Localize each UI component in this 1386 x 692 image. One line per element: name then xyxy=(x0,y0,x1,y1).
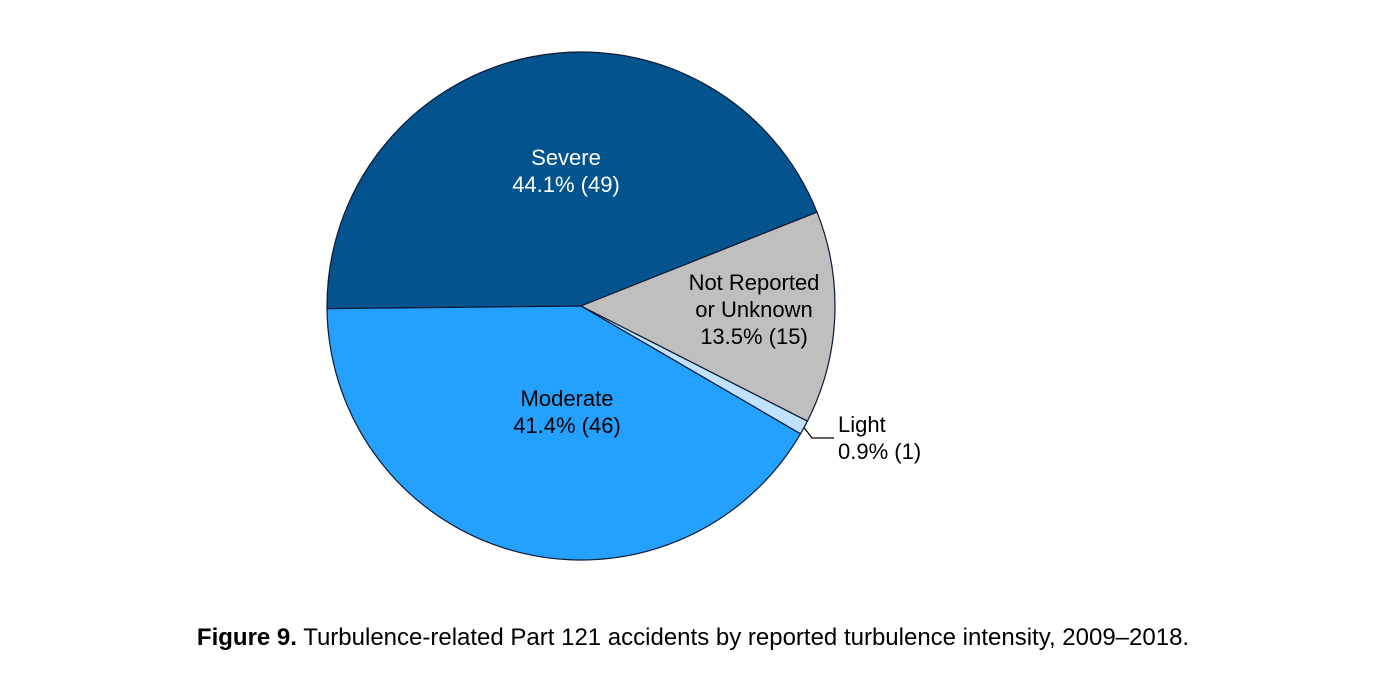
pie-slices xyxy=(326,51,836,561)
figure-label: Figure 9. xyxy=(196,624,297,651)
slice-label-severe: Severe 44.1% (49) xyxy=(512,145,620,197)
leader-line-light xyxy=(803,427,834,439)
pie-slice-severe xyxy=(326,51,818,310)
caption-text: Turbulence-related Part 121 accidents by… xyxy=(296,624,1190,651)
slice-labels: Severe 44.1% (49) Not Reported or Unknown 13… xyxy=(512,145,921,464)
slice-label-moderate: Moderate 41.4% (46) xyxy=(513,386,621,438)
slice-label-not-reported-or-unknown: Not Reported or Unknown 13.5% (15) xyxy=(689,270,820,349)
figure-caption: Figure 9. Turbulence-related Part 121 ac… xyxy=(0,624,1386,652)
pie-slice-moderate xyxy=(326,305,802,561)
pie-slice-not-reported-or-unknown xyxy=(579,211,836,422)
slice-label-light: Light 0.9% (1) xyxy=(838,412,921,464)
